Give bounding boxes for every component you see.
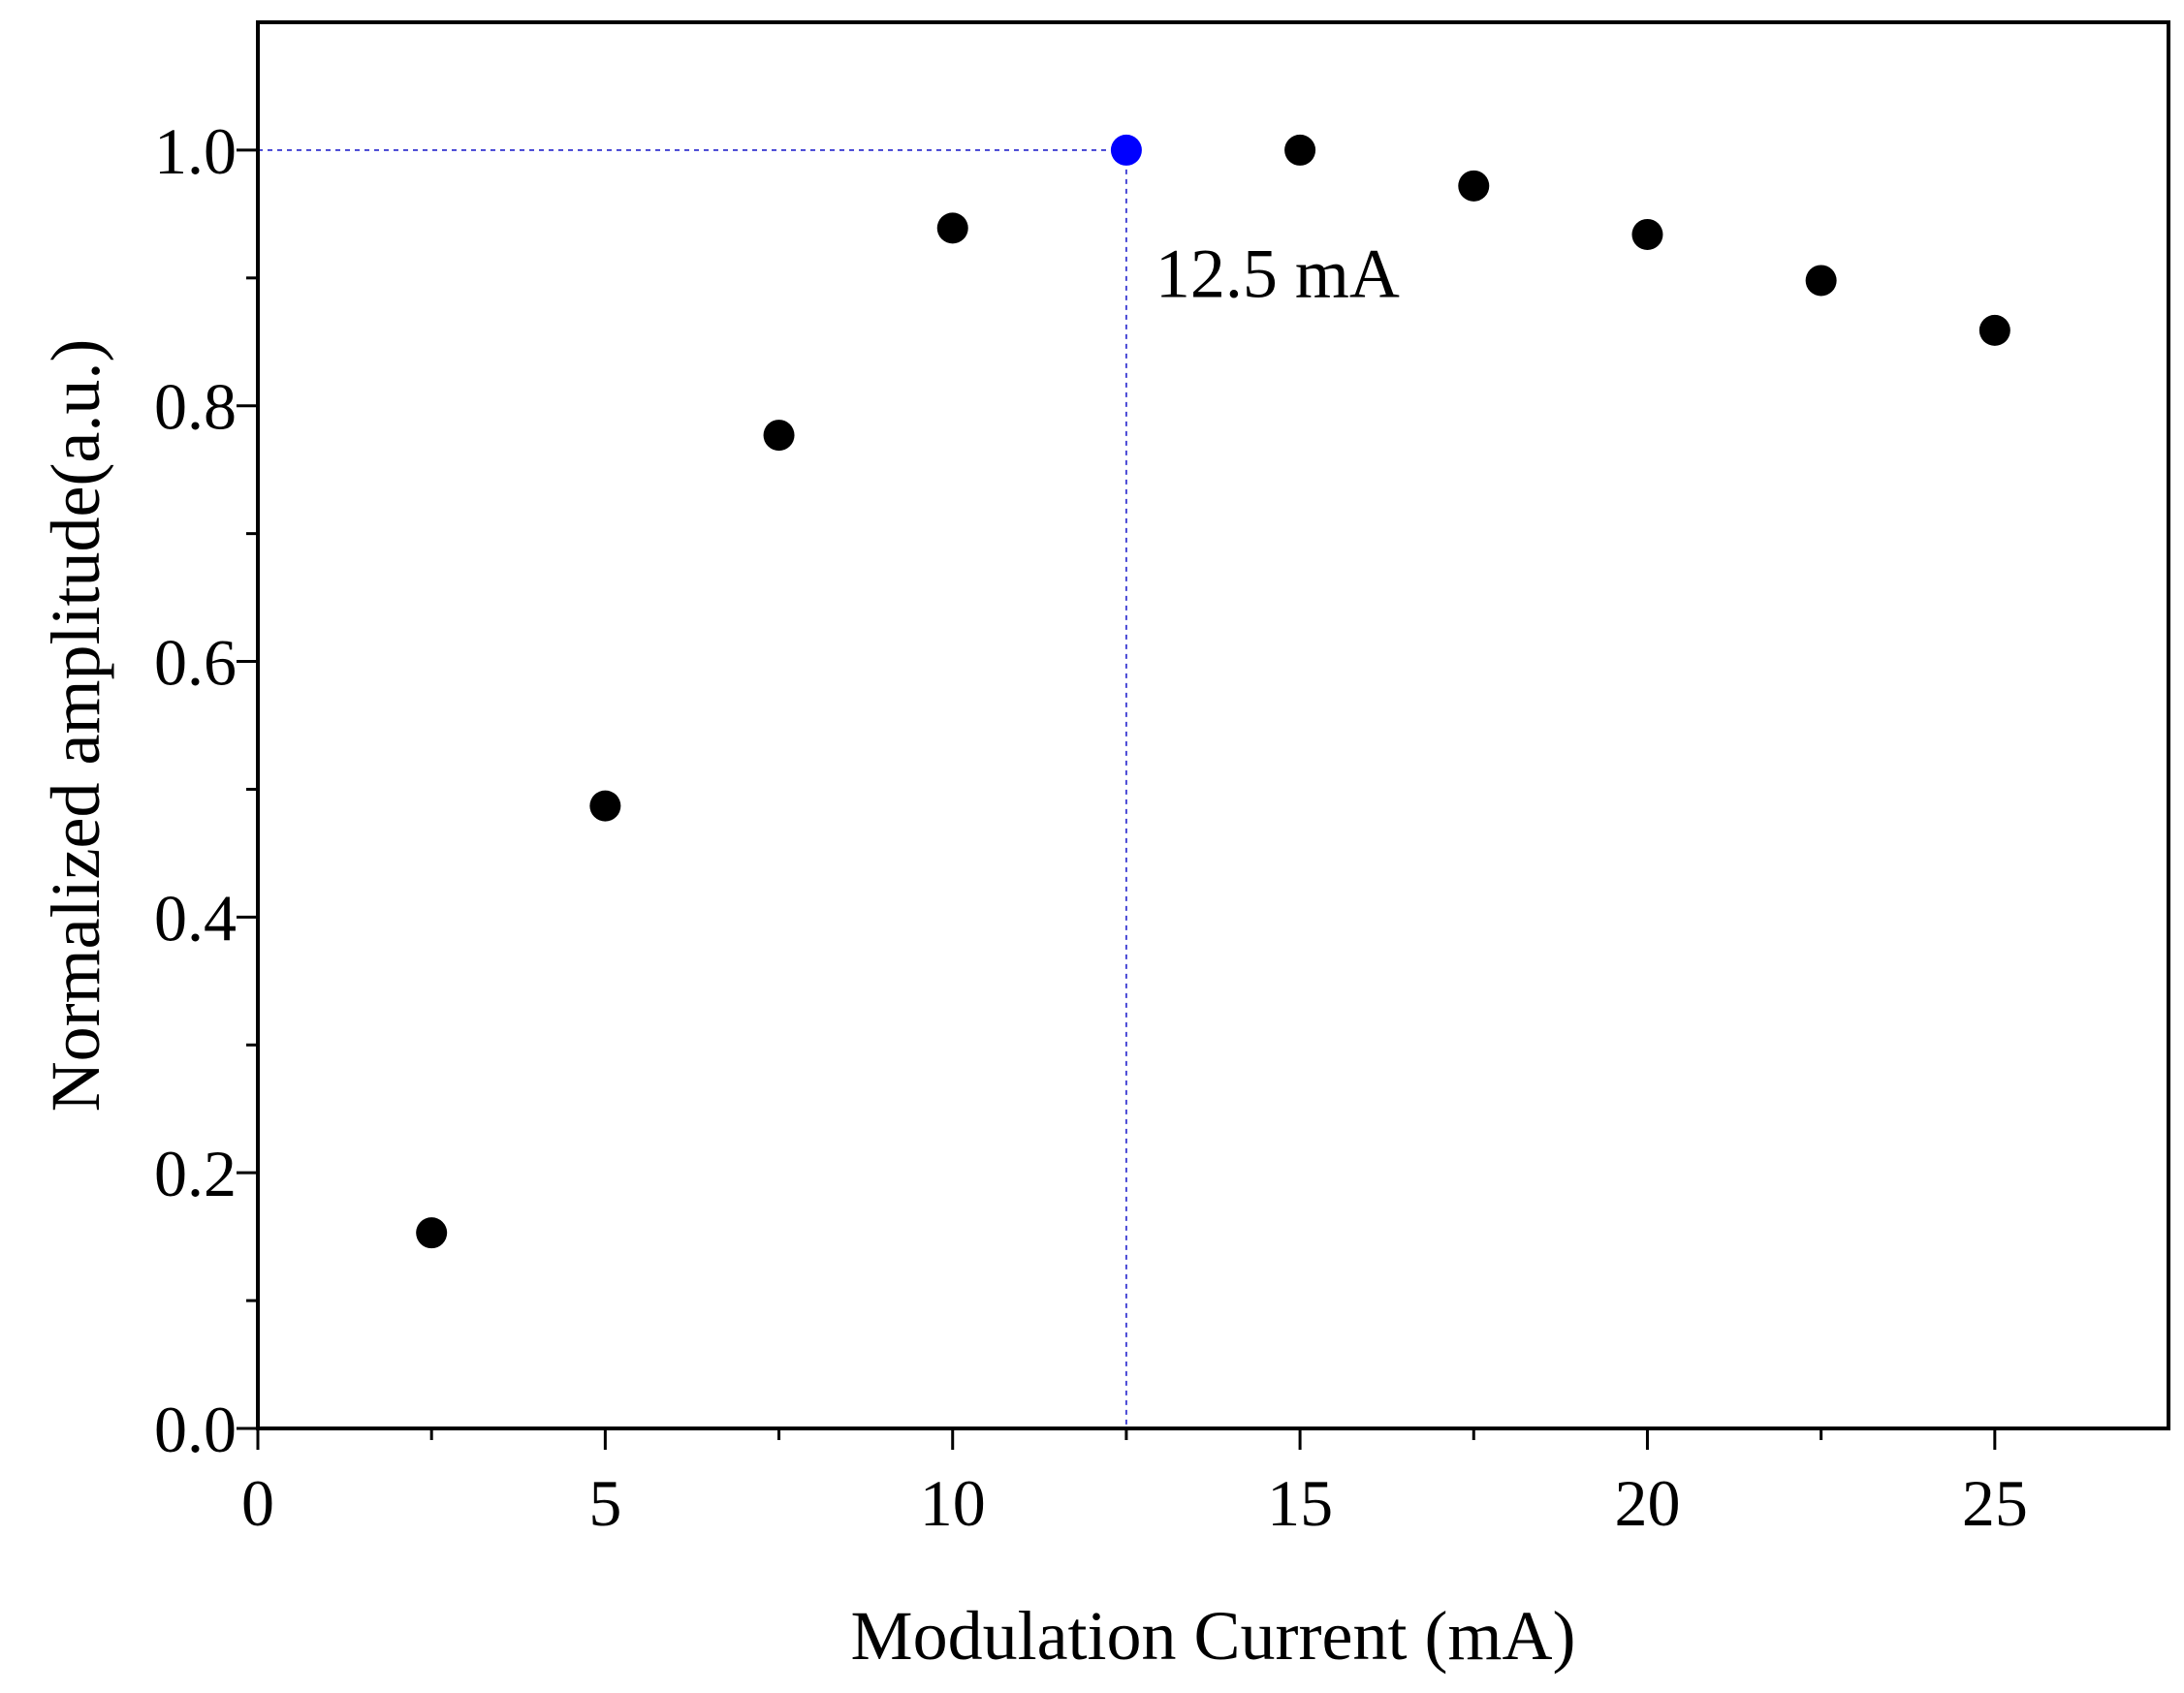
data-point (1978, 314, 2010, 346)
data-point (763, 420, 795, 452)
x-tick-labels: 0 5 10 15 20 25 (241, 1466, 2028, 1540)
x-tick-label: 5 (588, 1466, 621, 1540)
data-point (1458, 170, 1490, 202)
minor-ticks (246, 276, 1823, 1440)
y-tick-labels: 0.0 0.2 0.4 0.6 0.8 1.0 (154, 114, 237, 1466)
highlight-annotation: 12.5 mA (1155, 235, 1400, 313)
y-tick-label: 0.0 (154, 1393, 237, 1466)
x-tick-label: 15 (1267, 1466, 1333, 1540)
x-tick-label: 0 (241, 1466, 274, 1540)
x-tick-label: 20 (1614, 1466, 1680, 1540)
highlight-point (1110, 134, 1142, 166)
data-point (1805, 265, 1837, 297)
plot-frame (256, 20, 2170, 1430)
y-tick-label: 0.2 (154, 1137, 237, 1210)
y-tick-label: 0.6 (154, 626, 237, 700)
x-axis-title: Modulation Current (mA) (851, 1597, 1576, 1675)
x-tick-label: 25 (1962, 1466, 2028, 1540)
x-tick-label: 10 (920, 1466, 986, 1540)
data-point (1631, 218, 1663, 250)
data-point (416, 1217, 448, 1249)
data-point (1284, 134, 1316, 166)
data-point (589, 790, 621, 822)
data-points (416, 134, 2010, 1249)
y-axis-title: Normalized amplitude(a.u.) (37, 339, 114, 1113)
y-tick-label: 0.4 (154, 881, 237, 955)
major-ticks (237, 148, 1997, 1450)
y-tick-label: 0.8 (154, 370, 237, 444)
highlight-guides (258, 149, 1127, 1428)
data-point (936, 212, 968, 244)
y-tick-label: 1.0 (154, 114, 237, 188)
